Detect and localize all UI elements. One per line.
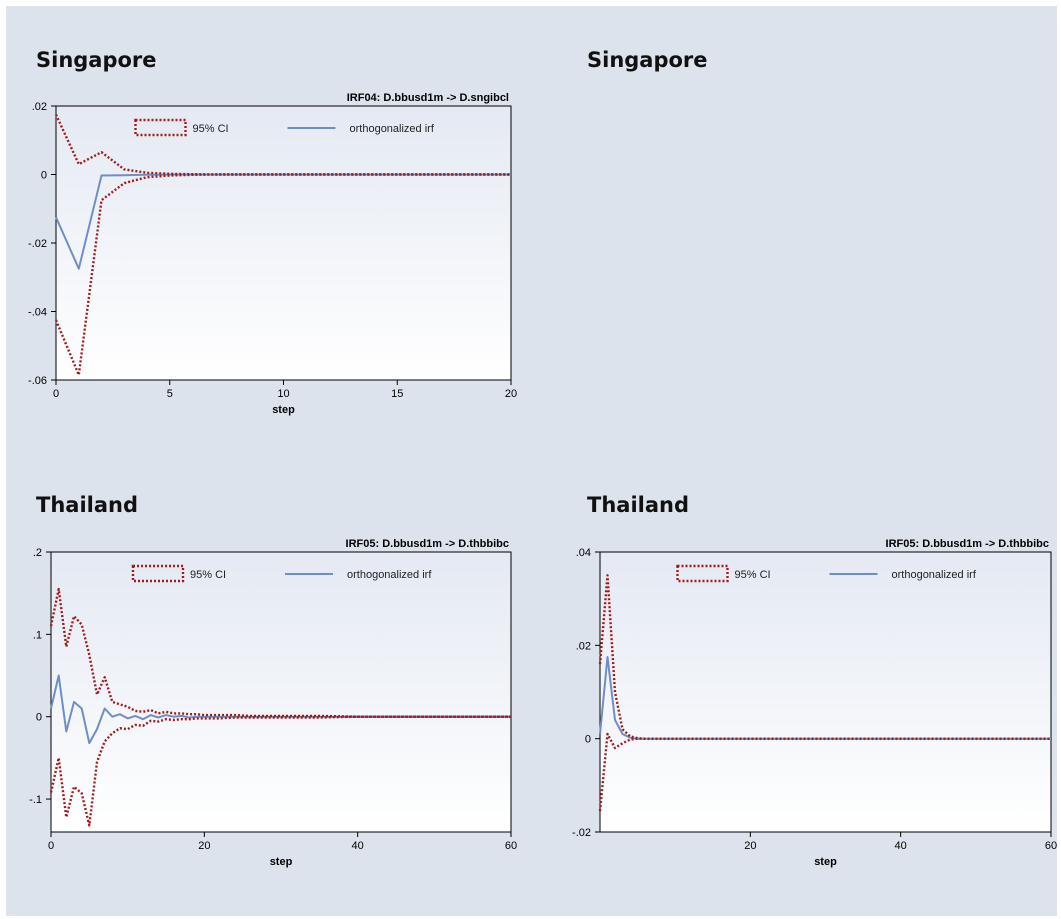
heading-singapore-right: Singapore: [587, 48, 708, 72]
y-tick-label: -.02: [28, 238, 47, 250]
irf-chart-thailand-right: IRF05: D.bbusd1m -> D.thbbibc -.02 0 .02 .04…: [572, 538, 1057, 868]
y-tick-label: -.04: [28, 307, 47, 319]
irf-chart-singapore: IRF04: D.bbusd1m -> D.sngibcl -.06 -.04 -.0…: [28, 92, 517, 416]
legend-ci-swatch: [131, 564, 185, 583]
graph-window: Singapore Singapore Thailand Thailand IR…: [6, 6, 1057, 916]
legend-ci-label: 95% CI: [190, 569, 226, 581]
y-tick-label: -.06: [28, 375, 47, 387]
legend-irf-label: orthogonalized irf: [347, 569, 432, 581]
irf-chart-thailand-left: IRF05: D.bbusd1m -> D.thbbibc -.1 0 .1 .2 0 20…: [29, 538, 517, 868]
legend-irf-label: orthogonalized irf: [350, 123, 435, 135]
y-tick-label: 0: [41, 170, 47, 182]
y-tick-label: .02: [32, 101, 47, 113]
chart-title: IRF05: D.bbusd1m -> D.thbbibc: [886, 538, 1049, 550]
legend-ci-label: 95% CI: [735, 569, 771, 581]
chart-title: IRF04: D.bbusd1m -> D.sngibcl: [347, 92, 509, 104]
x-tick-label: 60: [1045, 840, 1057, 852]
x-axis-label: step: [270, 856, 293, 868]
legend-irf-label: orthogonalized irf: [892, 569, 977, 581]
x-tick-label: 0: [48, 840, 54, 852]
x-tick-label: 15: [391, 388, 403, 400]
x-tick-label: 20: [744, 840, 756, 852]
chart-title: IRF05: D.bbusd1m -> D.thbbibc: [346, 538, 509, 550]
ci-upper-line: [49, 587, 511, 718]
ci-lower-line: [49, 715, 511, 827]
y-tick-label: .2: [33, 547, 42, 559]
ci-lower-line: [598, 732, 1051, 812]
y-tick-label: .02: [576, 640, 591, 652]
x-tick-label: 40: [352, 840, 364, 852]
x-tick-label: 40: [895, 840, 907, 852]
x-tick-label: 5: [167, 388, 173, 400]
y-tick-label: -.02: [572, 827, 591, 839]
y-tick-label: .1: [33, 629, 42, 641]
x-tick-label: 60: [505, 840, 517, 852]
x-tick-label: 20: [198, 840, 210, 852]
y-tick-label: 0: [36, 712, 42, 724]
ci-lower-line: [54, 173, 511, 377]
x-tick-label: 20: [505, 388, 517, 400]
y-tick-label: -.1: [29, 794, 42, 806]
legend-ci-label: 95% CI: [193, 123, 229, 135]
x-axis-label: step: [272, 404, 295, 416]
x-tick-label: 0: [53, 388, 59, 400]
heading-thailand-left: Thailand: [36, 493, 138, 517]
y-tick-label: 0: [585, 734, 591, 746]
legend-ci-swatch: [676, 564, 729, 583]
x-tick-label: 10: [277, 388, 289, 400]
legend-ci-swatch: [134, 118, 187, 137]
x-axis-label: step: [814, 856, 837, 868]
plot-area: [55, 105, 512, 381]
heading-singapore-left: Singapore: [36, 48, 157, 72]
y-tick-label: .04: [576, 547, 591, 559]
plot-area: [50, 551, 512, 833]
plot-area: [599, 551, 1052, 833]
heading-thailand-right: Thailand: [587, 493, 689, 517]
